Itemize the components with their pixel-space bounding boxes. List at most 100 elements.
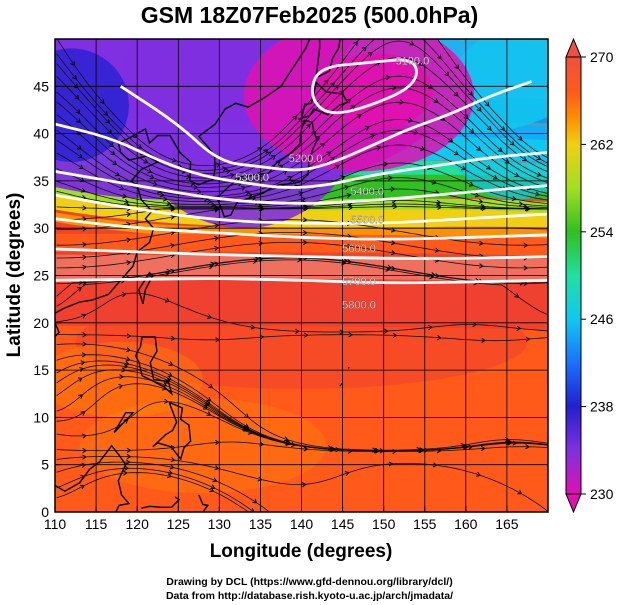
streamline-arrow bbox=[436, 335, 442, 341]
streamline-arrow bbox=[408, 117, 413, 123]
streamline-arrow bbox=[344, 471, 350, 477]
y-tick-label: 45 bbox=[33, 78, 49, 94]
streamline-arrow bbox=[119, 185, 124, 191]
streamline-arrow bbox=[82, 447, 87, 454]
contour-label: 5300.0 bbox=[235, 172, 269, 184]
streamline-arrow bbox=[509, 140, 515, 146]
streamline-arrow bbox=[240, 185, 246, 191]
streamline bbox=[56, 455, 548, 512]
contour-label: 5600.0 bbox=[342, 243, 376, 255]
streamline-arrow bbox=[193, 184, 198, 190]
streamline-arrow bbox=[73, 83, 78, 89]
streamline-arrow bbox=[82, 433, 87, 439]
streamline-arrow bbox=[372, 565, 376, 569]
streamline-arrow bbox=[143, 158, 149, 164]
credit-line-data: Data from http://database.rish.kyoto-u.a… bbox=[165, 590, 454, 602]
streamline-arrow bbox=[346, 243, 352, 249]
streamline-arrow bbox=[460, 165, 466, 171]
streamline-arrow bbox=[214, 235, 219, 241]
streamline bbox=[56, 40, 548, 175]
streamline-arrow bbox=[125, 356, 131, 362]
streamline-arrow bbox=[478, 240, 484, 246]
streamline-arrow bbox=[372, 447, 377, 453]
streamline-arrow bbox=[166, 200, 171, 206]
streamline-arrow bbox=[72, 74, 77, 80]
streamline-arrow bbox=[392, 332, 397, 339]
streamline-arrow bbox=[214, 261, 219, 267]
streamline bbox=[56, 101, 548, 193]
streamline-arrow bbox=[497, 147, 503, 152]
streamline-arrow bbox=[82, 254, 87, 260]
colorbar-tick-label: 254 bbox=[590, 224, 614, 240]
streamline-arrow bbox=[476, 471, 481, 477]
streamline-arrow bbox=[390, 186, 395, 192]
streamline-arrow bbox=[534, 191, 540, 197]
streamline-arrow bbox=[346, 98, 351, 104]
streamline-arrow bbox=[263, 149, 268, 154]
streamline-arrow bbox=[162, 196, 168, 202]
streamline-arrow bbox=[444, 71, 450, 77]
streamline-arrow bbox=[522, 156, 527, 162]
streamline-arrow bbox=[210, 484, 216, 490]
streamline-arrow bbox=[152, 181, 158, 187]
x-axis-ticks: 110 115 120 125 130 135 140 145 150 155 160 165 bbox=[44, 506, 519, 532]
streamline-arrow bbox=[522, 203, 527, 210]
streamline-arrow bbox=[207, 314, 212, 319]
streamline-arrow bbox=[372, 565, 376, 569]
streamline bbox=[56, 467, 255, 512]
streamline bbox=[56, 56, 548, 179]
streamline-arrow bbox=[137, 144, 142, 149]
streamline-arrow bbox=[476, 106, 482, 112]
streamline-arrow bbox=[159, 192, 165, 198]
contour-line bbox=[55, 277, 548, 285]
coastline bbox=[113, 412, 135, 433]
colorbar-top-arrow bbox=[565, 37, 582, 58]
coastline bbox=[315, 39, 321, 75]
x-tick-label: 165 bbox=[495, 516, 519, 532]
contour-line bbox=[119, 80, 533, 172]
streamline-arrow bbox=[344, 185, 349, 191]
streamline-arrow bbox=[214, 223, 219, 229]
streamline-arrow bbox=[75, 118, 81, 123]
streamline-arrow bbox=[126, 211, 131, 217]
height-contours bbox=[55, 58, 548, 285]
streamline-arrow bbox=[119, 374, 124, 380]
x-tick-label: 125 bbox=[167, 516, 191, 532]
streamline-arrow bbox=[167, 372, 173, 377]
colorbar-ticks: 230 238 246 254 262 270 bbox=[581, 49, 614, 502]
streamline-arrow bbox=[124, 198, 129, 205]
streamline-arrow bbox=[303, 332, 309, 338]
streamline-arrow bbox=[303, 446, 308, 452]
streamline-arrow bbox=[110, 150, 116, 156]
streamline-arrow bbox=[147, 168, 152, 174]
colorbar: 230 238 246 254 262 270 bbox=[565, 37, 614, 514]
streamline-arrow bbox=[468, 181, 474, 187]
streamline-arrow bbox=[126, 447, 131, 453]
streamline-arrow bbox=[523, 242, 528, 248]
y-tick-label: 5 bbox=[41, 457, 49, 473]
streamline-arrow bbox=[75, 109, 81, 114]
streamline-arrow bbox=[114, 171, 120, 177]
streamline-arrow bbox=[214, 465, 219, 471]
colorbar-tick-label: 230 bbox=[590, 486, 614, 502]
contour-label: 5100.0 bbox=[396, 56, 430, 68]
streamline-arrow bbox=[302, 230, 308, 236]
streamline-arrow bbox=[511, 195, 517, 201]
streamline-arrow bbox=[210, 202, 215, 208]
y-tick-label: 10 bbox=[33, 409, 49, 425]
y-axis-ticks: 0 5 10 15 20 25 30 35 40 45 bbox=[33, 78, 61, 520]
streamline-arrow bbox=[361, 46, 367, 52]
x-tick-label: 145 bbox=[331, 516, 355, 532]
contour-line bbox=[55, 122, 548, 189]
streamline-arrow bbox=[467, 91, 473, 96]
streamline-arrow bbox=[126, 333, 131, 339]
streamline-arrow bbox=[523, 265, 528, 271]
streamline-arrow bbox=[504, 562, 508, 566]
y-tick-label: 30 bbox=[33, 220, 49, 236]
streamline-arrow bbox=[505, 564, 509, 568]
streamline-arrow bbox=[454, 64, 460, 70]
streamline-arrow bbox=[416, 567, 420, 571]
coastline bbox=[55, 444, 131, 512]
streamline-arrow bbox=[484, 101, 490, 107]
streamline-arrow bbox=[82, 264, 87, 270]
